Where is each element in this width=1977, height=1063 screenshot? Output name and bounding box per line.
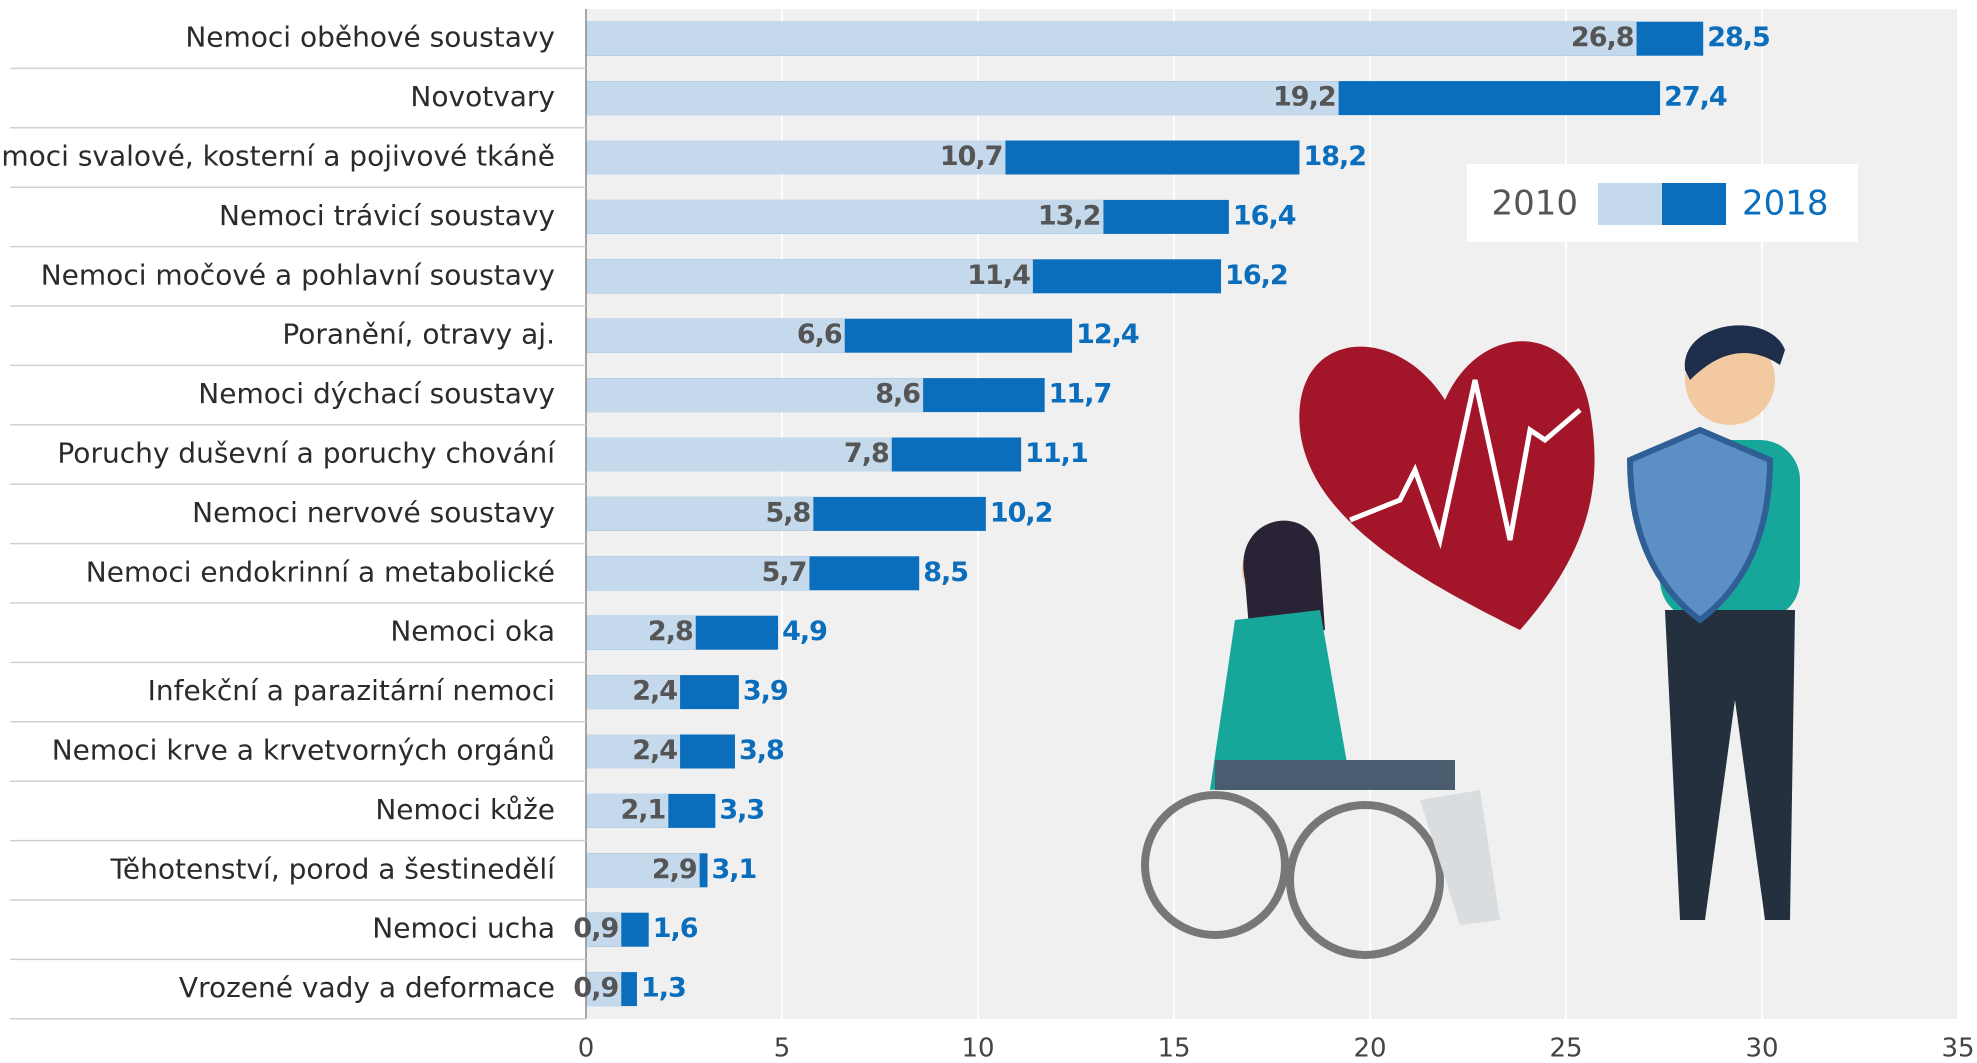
value-label: 5,7 bbox=[762, 557, 807, 588]
value-label: 11,1 bbox=[1025, 438, 1088, 469]
value-label: 3,9 bbox=[743, 676, 788, 707]
bar bbox=[586, 81, 1339, 115]
value-label: 2,9 bbox=[652, 854, 697, 885]
value-label: 2,4 bbox=[632, 735, 677, 766]
value-label: 28,5 bbox=[1707, 22, 1770, 53]
bar bbox=[586, 22, 1637, 56]
seat bbox=[1215, 760, 1455, 790]
value-label: 5,8 bbox=[766, 497, 811, 528]
category-label: Nemoci oka bbox=[390, 615, 555, 648]
category-label: Nemoci dýchací soustavy bbox=[198, 377, 555, 410]
x-tick-label: 15 bbox=[1157, 1033, 1190, 1063]
value-label: 3,1 bbox=[712, 854, 757, 885]
bar bbox=[586, 378, 923, 412]
value-label: 6,6 bbox=[797, 319, 842, 350]
value-label: 3,3 bbox=[719, 794, 764, 825]
value-label: 4,9 bbox=[782, 616, 827, 647]
value-label: 16,2 bbox=[1225, 260, 1288, 291]
value-label: 16,4 bbox=[1233, 200, 1296, 231]
category-label: Nemoci krve a krvetvorných orgánů bbox=[52, 734, 555, 767]
category-label: Nemoci oběhové soustavy bbox=[185, 21, 555, 54]
value-label: 18,2 bbox=[1303, 141, 1366, 172]
x-tick-label: 35 bbox=[1941, 1033, 1974, 1063]
category-label: Nemoci kůže bbox=[375, 793, 555, 826]
legend-swatch bbox=[1662, 183, 1726, 225]
category-label: Nemoci ucha bbox=[372, 912, 555, 945]
value-label: 11,4 bbox=[967, 260, 1030, 291]
category-label: Poruchy duševní a poruchy chování bbox=[57, 437, 556, 470]
bar bbox=[586, 259, 1033, 293]
category-label: Novotvary bbox=[410, 80, 555, 113]
category-label: Nemoci močové a pohlavní soustavy bbox=[41, 258, 555, 291]
x-tick-label: 30 bbox=[1745, 1033, 1778, 1063]
category-label: Těhotenství, porod a šestinedělí bbox=[110, 852, 557, 885]
value-label: 12,4 bbox=[1076, 319, 1139, 350]
value-label: 7,8 bbox=[844, 438, 889, 469]
category-label: Nemoci endokrinní a metabolické bbox=[86, 555, 555, 588]
category-label: Nemoci svalové, kosterní a pojivové tkán… bbox=[0, 140, 555, 173]
category-label: Nemoci nervové soustavy bbox=[192, 496, 555, 529]
x-tick-label: 0 bbox=[578, 1033, 595, 1063]
bar bbox=[586, 200, 1103, 234]
value-label: 10,7 bbox=[940, 141, 1003, 172]
value-label: 13,2 bbox=[1038, 200, 1101, 231]
value-label: 27,4 bbox=[1664, 82, 1727, 113]
value-label: 26,8 bbox=[1571, 22, 1634, 53]
value-label: 1,6 bbox=[653, 913, 698, 944]
category-label: Nemoci trávicí soustavy bbox=[219, 199, 555, 232]
legend: 2010 2018 bbox=[1491, 183, 1828, 225]
value-label: 0,9 bbox=[573, 913, 618, 944]
category-label: Vrozené vady a deformace bbox=[179, 971, 555, 1004]
value-label: 19,2 bbox=[1273, 82, 1336, 113]
legend-label: 2018 bbox=[1742, 184, 1829, 224]
x-tick-label: 10 bbox=[961, 1033, 994, 1063]
category-label: Infekční a parazitární nemoci bbox=[148, 674, 555, 707]
chart: 2010 2018 0 5 10 15 20 25 30 35 Nemoci oběhové so… bbox=[0, 0, 1977, 1063]
value-label: 10,2 bbox=[990, 497, 1053, 528]
legend-swatch bbox=[1598, 183, 1662, 225]
value-label: 2,8 bbox=[648, 616, 693, 647]
value-label: 11,7 bbox=[1049, 379, 1112, 410]
value-label: 8,5 bbox=[923, 557, 968, 588]
value-label: 0,9 bbox=[573, 973, 618, 1004]
x-tick-label: 5 bbox=[774, 1033, 791, 1063]
value-label: 2,1 bbox=[620, 794, 665, 825]
category-label: Poranění, otravy aj. bbox=[282, 318, 555, 351]
value-label: 1,3 bbox=[641, 973, 686, 1004]
x-tick-label: 20 bbox=[1353, 1033, 1386, 1063]
legend-label: 2010 bbox=[1491, 184, 1578, 224]
value-label: 8,6 bbox=[875, 379, 920, 410]
value-label: 3,8 bbox=[739, 735, 784, 766]
x-tick-label: 25 bbox=[1549, 1033, 1582, 1063]
value-label: 2,4 bbox=[632, 676, 677, 707]
